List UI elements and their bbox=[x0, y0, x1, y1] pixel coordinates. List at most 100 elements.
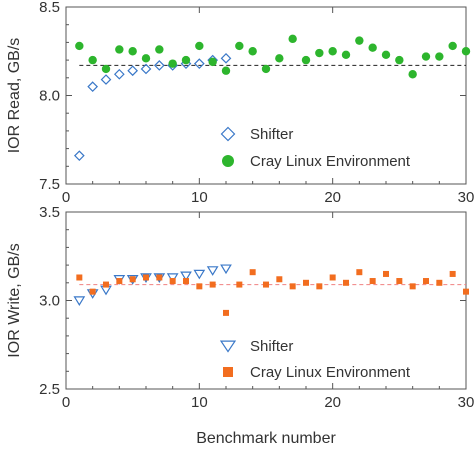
cle-point bbox=[369, 278, 376, 285]
cle-point bbox=[315, 48, 324, 58]
x-tick-label: 0 bbox=[62, 394, 70, 411]
cle-point bbox=[221, 66, 231, 75]
cle-point bbox=[223, 309, 229, 316]
cle-point bbox=[341, 50, 351, 59]
x-tick-label: 30 bbox=[458, 189, 474, 206]
legend-label-shifter: Shifter bbox=[250, 126, 293, 143]
cle-point bbox=[196, 283, 203, 290]
shifter-point bbox=[206, 266, 219, 276]
cle-point bbox=[356, 269, 363, 276]
shifter-point bbox=[166, 273, 179, 283]
cle-point bbox=[156, 274, 163, 281]
cle-point bbox=[263, 281, 269, 288]
cle-point bbox=[328, 47, 337, 56]
cle-point bbox=[423, 278, 429, 285]
cle-point bbox=[301, 55, 311, 65]
cle-point bbox=[408, 70, 417, 79]
cle-point bbox=[383, 270, 389, 277]
cle-point bbox=[181, 55, 191, 65]
chart-panel-read: 0 10 20 30 7.5 8.0 8.5 IOR Read, GB/s Shifter Cra… bbox=[6, 0, 474, 206]
cle-point bbox=[355, 36, 364, 45]
cle-point bbox=[88, 55, 97, 65]
cle-point bbox=[381, 50, 391, 59]
shifter-point bbox=[87, 81, 99, 92]
chart-panel-write: 0 10 20 30 2.5 3.0 3.5 IOR Write, GB/s Benchmark… bbox=[6, 204, 474, 447]
legend-marker-cle bbox=[222, 155, 234, 167]
cle-point bbox=[289, 283, 296, 290]
cle-point bbox=[435, 52, 444, 61]
shifter-point bbox=[100, 74, 112, 85]
x-tick-label: 10 bbox=[191, 189, 208, 206]
cle-point bbox=[276, 276, 283, 283]
cle-point bbox=[103, 281, 109, 288]
cle-point bbox=[89, 288, 96, 295]
cle-point bbox=[195, 41, 204, 51]
shifter-point bbox=[153, 60, 165, 71]
cle-point bbox=[275, 54, 284, 63]
cle-point bbox=[155, 45, 164, 54]
cle-point bbox=[449, 270, 456, 277]
cle-point bbox=[249, 269, 256, 276]
shifter-point bbox=[220, 52, 232, 64]
y-axis-label: IOR Read, GB/s bbox=[6, 38, 23, 154]
shifter-point bbox=[180, 271, 192, 282]
y-tick-label: 8.5 bbox=[39, 0, 60, 16]
cle-point bbox=[129, 276, 136, 283]
cle-point bbox=[75, 41, 84, 51]
cle-point bbox=[368, 43, 377, 52]
cle-point bbox=[143, 274, 149, 281]
cle-point bbox=[461, 47, 471, 56]
cle-point bbox=[115, 45, 124, 54]
cle-point bbox=[168, 59, 177, 68]
y-tick-label: 3.5 bbox=[39, 204, 60, 221]
shifter-point bbox=[73, 150, 85, 162]
cle-point bbox=[463, 288, 469, 295]
shifter-point bbox=[127, 65, 139, 77]
legend-label-cle: Cray Linux Environment bbox=[250, 153, 411, 170]
cle-point bbox=[288, 34, 297, 44]
cle-point bbox=[261, 64, 271, 74]
cle-point bbox=[209, 281, 216, 288]
shifter-point bbox=[73, 296, 86, 306]
shifter-point bbox=[193, 269, 206, 280]
x-tick-label: 30 bbox=[458, 394, 474, 411]
y-axis-label: IOR Write, GB/s bbox=[6, 243, 23, 357]
cle-point bbox=[343, 279, 349, 286]
x-tick-label: 10 bbox=[191, 394, 208, 411]
legend-marker-cle bbox=[223, 367, 233, 377]
cle-point bbox=[395, 55, 404, 65]
y-tick-label: 3.0 bbox=[39, 293, 60, 310]
cle-point bbox=[236, 281, 243, 288]
cle-point bbox=[448, 41, 457, 51]
cle-point bbox=[101, 64, 111, 74]
plot-frame bbox=[65, 211, 467, 390]
cle-point bbox=[436, 279, 443, 286]
cle-point bbox=[248, 47, 257, 56]
cle-point bbox=[141, 54, 151, 63]
cle-point bbox=[76, 274, 83, 281]
legend-marker-shifter bbox=[219, 340, 237, 353]
x-tick-label: 20 bbox=[324, 394, 341, 411]
y-tick-label: 2.5 bbox=[39, 381, 60, 398]
cle-point bbox=[409, 283, 416, 290]
cle-point bbox=[169, 278, 176, 285]
cle-point bbox=[316, 283, 323, 290]
x-tick-label: 0 bbox=[62, 189, 70, 206]
cle-point bbox=[128, 47, 137, 56]
shifter-point bbox=[193, 58, 205, 69]
legend-label-shifter: Shifter bbox=[250, 338, 293, 355]
cle-point bbox=[116, 278, 123, 285]
legend-label-cle: Cray Linux Environment bbox=[250, 364, 411, 381]
cle-point bbox=[421, 52, 431, 61]
shifter-point bbox=[140, 63, 152, 75]
shifter-point bbox=[220, 264, 232, 275]
cle-point bbox=[329, 274, 336, 281]
cle-point bbox=[183, 278, 189, 285]
x-tick-label: 20 bbox=[324, 189, 341, 206]
cle-point bbox=[303, 279, 309, 286]
y-tick-label: 7.5 bbox=[39, 176, 60, 193]
y-tick-label: 8.0 bbox=[39, 88, 60, 105]
cle-point bbox=[208, 57, 217, 67]
cle-point bbox=[235, 41, 244, 51]
x-axis-label: Benchmark number bbox=[196, 430, 336, 447]
